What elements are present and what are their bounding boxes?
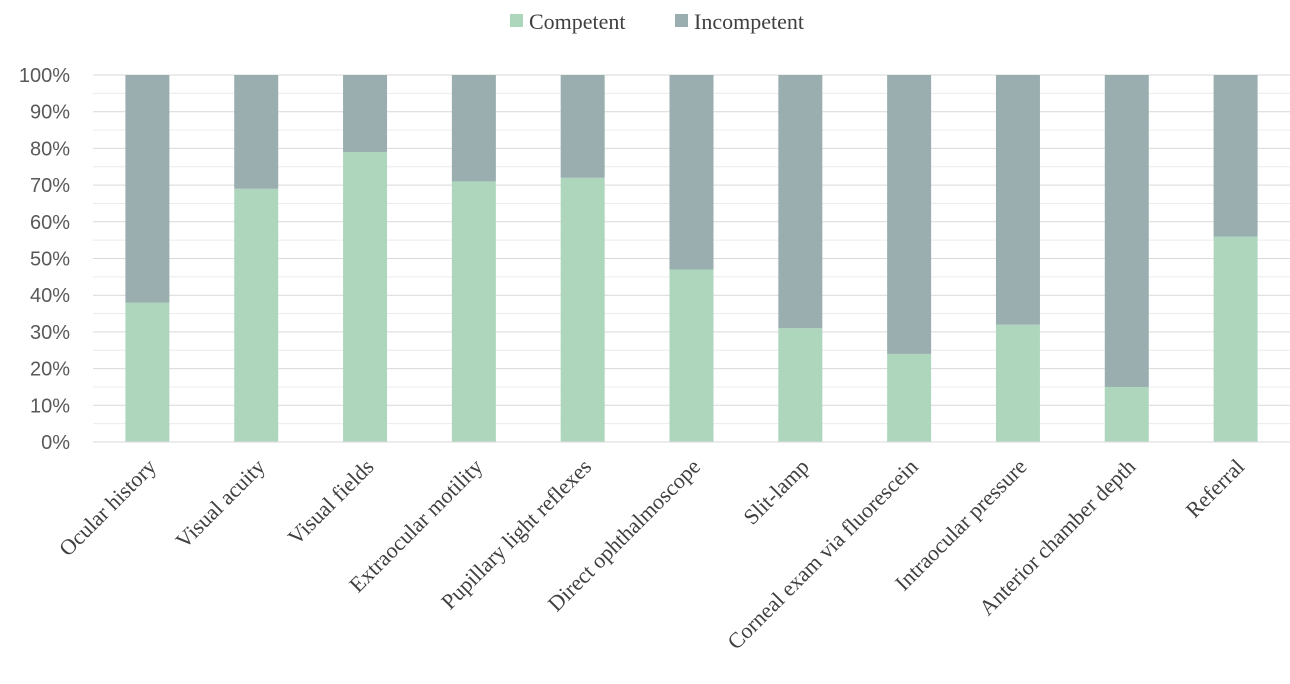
y-tick-label: 10% — [30, 395, 70, 417]
bar-competent-intraocular-pressure — [995, 324, 1040, 442]
legend-label-competent: Competent — [529, 9, 626, 34]
bar-incompetent-slit-lamp — [778, 75, 823, 329]
y-tick-label: 20% — [30, 359, 70, 381]
y-tick-label: 40% — [30, 285, 70, 307]
bar-incompetent-referral — [1213, 75, 1258, 237]
y-tick-label: 100% — [19, 65, 70, 87]
bar-incompetent-extraocular-motility — [451, 75, 496, 182]
bar-competent-slit-lamp — [778, 328, 823, 442]
legend-label-incompetent: Incompetent — [694, 9, 804, 34]
x-axis: Ocular history Visual acuity Visual fields… — [54, 454, 1249, 654]
x-tick-label: Slit-lamp — [738, 454, 814, 530]
x-tick-label: Visual fields — [283, 454, 379, 550]
legend: Competent Incompetent — [510, 9, 804, 34]
bar-competent-referral — [1213, 236, 1258, 442]
y-tick-label: 60% — [30, 212, 70, 234]
bar-competent-corneal-exam-via-fluorescein — [887, 353, 932, 442]
y-tick-label: 80% — [30, 138, 70, 160]
x-tick-label: Visual acuity — [171, 454, 270, 553]
bar-competent-pupillary-light-reflexes — [560, 177, 605, 442]
x-tick-label: Referral — [1180, 454, 1249, 523]
legend-swatch-competent — [510, 14, 523, 27]
legend-swatch-incompetent — [675, 14, 688, 27]
bar-competent-visual-acuity — [234, 188, 279, 442]
x-tick-label: Corneal exam via fluorescein — [722, 454, 922, 654]
x-tick-label: Ocular history — [54, 454, 161, 561]
bar-incompetent-pupillary-light-reflexes — [560, 75, 605, 178]
bar-competent-ocular-history — [125, 302, 170, 442]
bar-competent-anterior-chamber-depth — [1104, 386, 1149, 442]
bar-incompetent-intraocular-pressure — [995, 75, 1040, 325]
bars — [125, 75, 1258, 442]
y-tick-label: 50% — [30, 249, 70, 271]
bar-incompetent-visual-acuity — [234, 75, 279, 189]
bar-competent-direct-ophthalmoscope — [669, 269, 714, 442]
bar-incompetent-anterior-chamber-depth — [1104, 75, 1149, 387]
bar-incompetent-visual-fields — [343, 75, 388, 153]
bar-competent-visual-fields — [343, 152, 388, 442]
y-tick-label: 0% — [41, 432, 70, 454]
bar-incompetent-direct-ophthalmoscope — [669, 75, 714, 270]
y-tick-label: 30% — [30, 322, 70, 344]
y-tick-label: 70% — [30, 175, 70, 197]
bar-incompetent-ocular-history — [125, 75, 170, 303]
y-tick-label: 90% — [30, 102, 70, 124]
bar-incompetent-corneal-exam-via-fluorescein — [887, 75, 932, 354]
bar-competent-extraocular-motility — [451, 181, 496, 442]
y-axis: 0% 10% 20% 30% 40% 50% 60% 70% 80% 90% 100% — [19, 65, 70, 454]
